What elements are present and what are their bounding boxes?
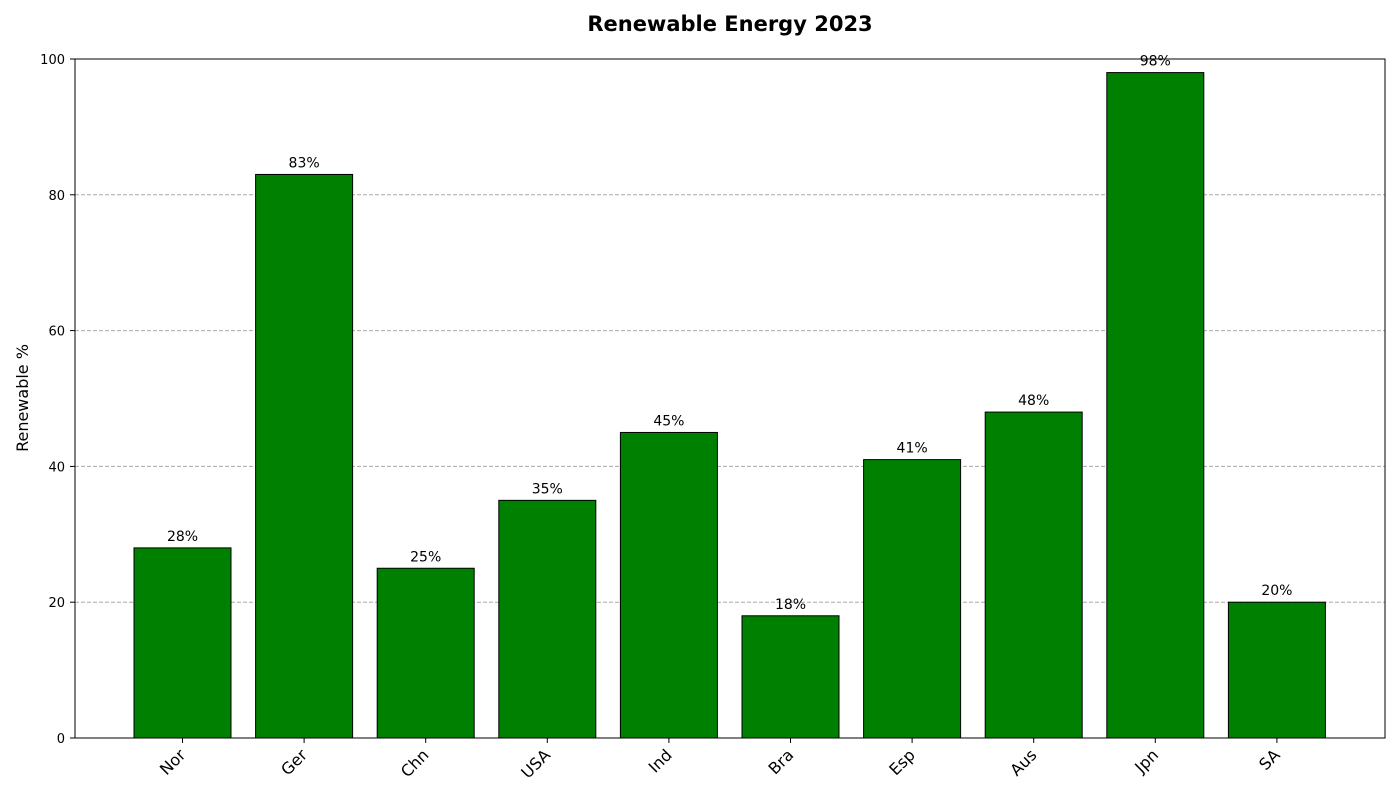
x-tick-label: Ger — [277, 745, 311, 779]
bar-value-label: 20% — [1261, 583, 1292, 599]
x-tick-label: Ind — [645, 745, 676, 776]
bar-esp — [863, 459, 962, 739]
chart-title: Renewable Energy 2023 — [587, 12, 872, 36]
bar-value-label: 45% — [653, 413, 684, 429]
x-tick-label: Bra — [765, 745, 798, 778]
bar-chn — [376, 567, 475, 739]
bar-jpn — [1106, 72, 1205, 739]
x-tick-label: Nor — [156, 745, 190, 779]
bar-bra — [741, 615, 840, 739]
x-tick-label: Chn — [397, 745, 433, 781]
x-axis-ticks: Nor Ger Chn USA Ind Bra Esp Aus Jpn SA — [156, 738, 1284, 782]
bar-value-label: 18% — [775, 597, 806, 613]
x-tick-label: Esp — [885, 745, 919, 779]
x-tick-label: Jpn — [1130, 745, 1162, 777]
y-tick-label: 40 — [48, 460, 65, 475]
bar-value-label: 28% — [167, 529, 198, 545]
x-tick-label: Aus — [1006, 745, 1040, 779]
bar-value-labels: 28% 83% 25% 35% 45% 18% 41% 48% 98% 20% — [167, 54, 1293, 613]
bar-value-label: 48% — [1018, 393, 1049, 409]
bar-sa — [1227, 601, 1326, 739]
bar-ind — [619, 431, 718, 739]
bar-aus — [984, 411, 1083, 739]
bars — [133, 72, 1326, 739]
y-tick-label: 100 — [40, 53, 65, 68]
x-tick-label: USA — [517, 745, 554, 782]
y-tick-label: 0 — [57, 732, 65, 747]
x-tick-label: SA — [1255, 745, 1284, 774]
plot-frame — [74, 58, 1386, 739]
bar-nor — [133, 547, 232, 739]
bar-value-label: 41% — [897, 441, 928, 457]
bar-value-label: 98% — [1140, 54, 1171, 70]
bar-value-label: 35% — [532, 481, 563, 497]
bar-usa — [498, 499, 597, 739]
bar-value-label: 83% — [289, 155, 320, 171]
y-axis-label: Renewable % — [13, 344, 32, 452]
y-axis-ticks: 0 20 40 60 80 100 — [40, 53, 75, 747]
y-tick-label: 60 — [48, 325, 65, 340]
y-tick-label: 20 — [48, 596, 65, 611]
bar-ger — [255, 173, 354, 739]
bar-value-label: 25% — [410, 549, 441, 565]
y-tick-label: 80 — [48, 189, 65, 204]
